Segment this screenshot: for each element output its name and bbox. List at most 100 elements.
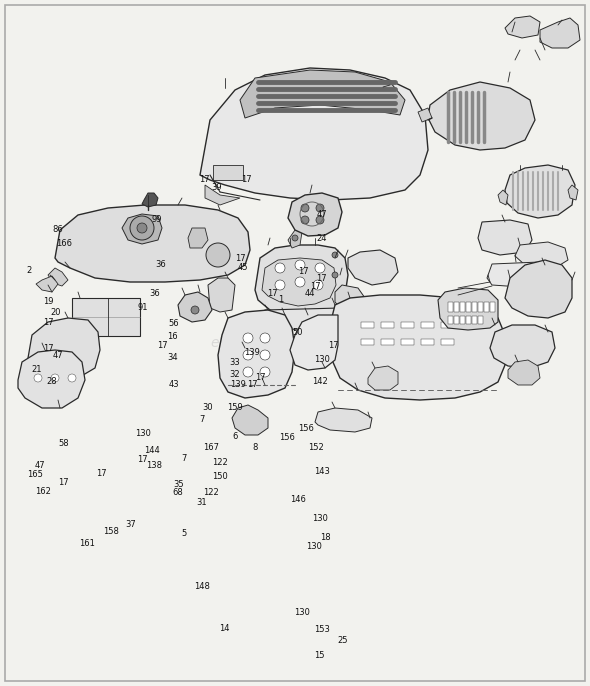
- Circle shape: [275, 280, 285, 290]
- Text: 17: 17: [199, 175, 210, 185]
- Text: 44: 44: [304, 289, 315, 298]
- Text: 34: 34: [167, 353, 178, 362]
- Polygon shape: [568, 185, 578, 200]
- Text: 17: 17: [241, 175, 251, 185]
- Text: 159: 159: [227, 403, 242, 412]
- Circle shape: [130, 216, 154, 240]
- Text: 37: 37: [126, 519, 136, 529]
- Text: 58: 58: [58, 439, 69, 449]
- Text: 17: 17: [328, 341, 339, 351]
- Bar: [213, 165, 243, 180]
- Text: 15: 15: [314, 651, 325, 661]
- Polygon shape: [178, 292, 212, 322]
- Polygon shape: [335, 285, 365, 310]
- Text: 47: 47: [316, 210, 327, 220]
- Circle shape: [316, 216, 324, 224]
- Text: 5: 5: [182, 529, 186, 539]
- Text: 31: 31: [196, 498, 207, 508]
- Text: 25: 25: [337, 636, 348, 646]
- Text: 150: 150: [212, 471, 227, 481]
- Text: 152: 152: [308, 442, 323, 452]
- Text: 156: 156: [298, 423, 313, 433]
- Bar: [472, 316, 477, 324]
- Circle shape: [137, 223, 147, 233]
- Text: 144: 144: [145, 445, 160, 455]
- Text: 17: 17: [43, 318, 54, 327]
- Text: 17: 17: [157, 341, 168, 351]
- Bar: [361, 339, 374, 345]
- Polygon shape: [262, 258, 336, 306]
- Bar: [454, 316, 459, 324]
- Circle shape: [260, 367, 270, 377]
- Text: 17: 17: [58, 478, 69, 488]
- Circle shape: [260, 350, 270, 360]
- Text: 142: 142: [312, 377, 327, 386]
- Circle shape: [275, 263, 285, 273]
- Text: 167: 167: [203, 442, 219, 452]
- Text: 148: 148: [194, 582, 209, 591]
- Polygon shape: [487, 262, 558, 288]
- Text: 162: 162: [35, 487, 51, 497]
- Text: 158: 158: [103, 527, 119, 536]
- Text: 28: 28: [47, 377, 57, 386]
- Circle shape: [243, 367, 253, 377]
- Text: 139: 139: [244, 348, 260, 357]
- Text: 165: 165: [28, 470, 43, 480]
- Bar: [361, 322, 374, 328]
- Polygon shape: [438, 288, 498, 330]
- Circle shape: [191, 306, 199, 314]
- Text: 35: 35: [173, 480, 183, 489]
- Polygon shape: [200, 68, 428, 200]
- Circle shape: [301, 216, 309, 224]
- Text: 39: 39: [211, 183, 222, 193]
- Text: 45: 45: [238, 263, 248, 272]
- Circle shape: [332, 252, 338, 258]
- Text: 43: 43: [169, 380, 179, 390]
- Text: 14: 14: [219, 624, 230, 633]
- Text: 36: 36: [149, 289, 160, 298]
- Text: 122: 122: [204, 488, 219, 497]
- Text: 6: 6: [232, 431, 238, 441]
- Text: 68: 68: [173, 488, 183, 497]
- Bar: [460, 302, 465, 312]
- Bar: [466, 302, 471, 312]
- Polygon shape: [255, 245, 348, 320]
- Bar: [466, 316, 471, 324]
- Bar: [460, 316, 465, 324]
- Polygon shape: [498, 190, 508, 205]
- Text: 146: 146: [290, 495, 306, 504]
- Text: 130: 130: [294, 608, 310, 617]
- Text: 1: 1: [278, 294, 283, 304]
- Bar: [381, 322, 394, 328]
- Text: 130: 130: [135, 429, 150, 438]
- Text: 47: 47: [53, 351, 63, 360]
- Text: 86: 86: [53, 224, 63, 234]
- Polygon shape: [208, 278, 235, 312]
- Circle shape: [332, 272, 338, 278]
- Bar: [478, 316, 483, 324]
- Text: 17: 17: [43, 344, 54, 353]
- Text: 36: 36: [155, 260, 166, 270]
- Text: 18: 18: [320, 532, 331, 542]
- Polygon shape: [490, 325, 555, 368]
- Circle shape: [313, 280, 323, 290]
- Polygon shape: [505, 165, 575, 218]
- Bar: [72, 298, 140, 336]
- Polygon shape: [508, 360, 540, 385]
- Polygon shape: [418, 108, 432, 122]
- Polygon shape: [232, 405, 268, 435]
- Circle shape: [295, 277, 305, 287]
- Text: 47: 47: [35, 460, 45, 470]
- Text: 16: 16: [167, 332, 178, 342]
- Polygon shape: [48, 268, 68, 286]
- Polygon shape: [55, 205, 250, 282]
- Bar: [472, 302, 477, 312]
- Text: 32: 32: [229, 370, 240, 379]
- Polygon shape: [188, 228, 208, 248]
- Text: 138: 138: [146, 460, 163, 470]
- Circle shape: [206, 243, 230, 267]
- Polygon shape: [330, 295, 505, 400]
- Text: 33: 33: [229, 357, 240, 367]
- Circle shape: [301, 204, 309, 212]
- Circle shape: [295, 260, 305, 270]
